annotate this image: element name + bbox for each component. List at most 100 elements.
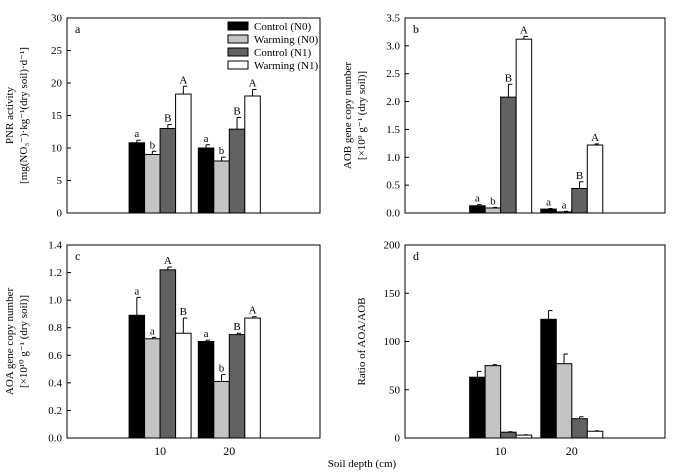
bar xyxy=(228,334,246,439)
bar xyxy=(500,96,517,214)
significance-letter: A xyxy=(591,132,599,144)
significance-letter: B xyxy=(576,170,583,182)
bar xyxy=(159,128,177,214)
y-tick-label: 0.4 xyxy=(48,377,62,389)
y-tick-label: 150 xyxy=(384,288,401,300)
bar xyxy=(175,332,192,439)
y-tick-label: 0.0 xyxy=(386,208,400,220)
bar xyxy=(213,160,230,214)
x-tick-label: 20 xyxy=(566,444,578,458)
y-tick-label: 0.6 xyxy=(48,350,62,362)
bar xyxy=(128,142,146,214)
plot-frame xyxy=(404,244,666,439)
y-axis-label: [mg(NO₃⁻)·kg⁻¹(dry soil)·d⁻¹] xyxy=(18,47,30,184)
bar xyxy=(555,211,573,214)
legend-label: Control (N1) xyxy=(254,47,311,59)
significance-letter: b xyxy=(490,195,496,207)
plot-frame xyxy=(66,244,321,439)
y-tick-label: 0 xyxy=(395,433,401,445)
significance-letter: A xyxy=(179,74,187,86)
y-tick-label: 1.2 xyxy=(48,267,62,279)
legend-swatch xyxy=(227,47,249,57)
legend-swatch xyxy=(227,21,249,31)
panel-label: d xyxy=(413,249,419,263)
legend-swatch xyxy=(227,60,249,70)
legend-label: Warming (N1) xyxy=(254,60,319,72)
bar xyxy=(571,187,588,214)
significance-letter: a xyxy=(150,325,155,337)
bar xyxy=(515,38,533,214)
y-tick-label: 3.5 xyxy=(386,13,400,25)
y-tick-label: 25 xyxy=(51,45,63,57)
bar xyxy=(244,95,261,214)
x-tick-label: 10 xyxy=(495,444,507,458)
y-tick-label: 15 xyxy=(51,110,63,122)
bar xyxy=(555,363,573,439)
significance-letter: B xyxy=(164,113,171,125)
y-axis-label: AOB gene copy number xyxy=(342,62,354,170)
significance-letter: b xyxy=(219,363,225,375)
bar xyxy=(571,418,588,439)
y-tick-label: 0.0 xyxy=(48,433,62,445)
panel-b: 0.0 0.5 1.0 1.5 2.0 2.5 3.0 3.5 b AOB gene copy n… xyxy=(342,13,666,220)
legend-label: Control (N0) xyxy=(254,21,311,33)
panel-a: 0 5 10 15 20 25 30 a PNR activity [mg(NO₃⁻)·kg⁻¹(… xyxy=(4,13,321,220)
y-tick-label: 10 xyxy=(51,143,63,155)
bar xyxy=(159,269,177,439)
legend-label: Warming (N0) xyxy=(254,34,319,46)
y-tick-label: 0 xyxy=(57,208,63,220)
bar xyxy=(144,154,161,214)
bar xyxy=(228,128,246,214)
significance-letter: a xyxy=(134,285,139,297)
x-tick-label: 20 xyxy=(223,444,235,458)
significance-letter: B xyxy=(233,321,240,333)
y-tick-label: 0.2 xyxy=(48,405,62,417)
y-axis-label: Ratio of AOA/AOB xyxy=(356,298,368,386)
y-tick-label: 0.8 xyxy=(48,322,62,334)
bar xyxy=(197,147,215,214)
bar xyxy=(244,317,261,439)
bar xyxy=(500,431,517,439)
y-tick-label: 2.5 xyxy=(386,68,400,80)
chart-panels: 0 5 10 15 20 25 30 a PNR activity [mg(NO₃⁻)·kg⁻¹(… xyxy=(4,13,666,458)
y-tick-label: 1.0 xyxy=(386,152,400,164)
y-tick-label: 100 xyxy=(384,336,401,348)
bar xyxy=(469,205,486,214)
bar xyxy=(484,365,502,439)
panel-d: 0 50 100 150 200 d Ratio of AOA/AOB 10 20 xyxy=(356,240,666,458)
bar xyxy=(540,318,557,439)
significance-letter: a xyxy=(562,199,567,211)
y-tick-label: 1.0 xyxy=(48,295,62,307)
panel-c: 0.0 0.2 0.4 0.6 0.8 1.0 1.2 1.4 c AOA gene copy n… xyxy=(4,240,321,458)
significance-letter: a xyxy=(204,328,209,340)
significance-letter: A xyxy=(164,255,172,267)
bar xyxy=(484,207,502,214)
plot-frame xyxy=(404,17,666,214)
panel-label: a xyxy=(75,22,81,36)
bar xyxy=(128,314,146,439)
bar xyxy=(515,434,533,439)
x-tick-label: 10 xyxy=(154,444,166,458)
legend: Control (N0)Warming (N0)Control (N1)Warm… xyxy=(227,21,319,72)
y-tick-label: 5 xyxy=(57,175,63,187)
legend-swatch xyxy=(227,34,249,44)
y-axis-label: PNR activity xyxy=(4,86,16,144)
panel-label: c xyxy=(75,249,80,263)
significance-letter: b xyxy=(150,139,156,151)
bar xyxy=(586,430,604,439)
y-tick-label: 3.0 xyxy=(386,40,400,52)
y-tick-label: 0.5 xyxy=(386,180,400,192)
x-axis-label: Soil depth (cm) xyxy=(328,458,397,470)
y-axis-label: [×10¹⁰ g⁻¹ (dry soil)] xyxy=(18,295,30,388)
significance-letter: B xyxy=(180,306,187,318)
bar xyxy=(144,338,161,439)
bar xyxy=(540,208,557,214)
significance-letter: A xyxy=(249,78,257,90)
significance-letter: A xyxy=(249,305,257,317)
y-tick-label: 20 xyxy=(51,78,63,90)
y-axis-label: AOA gene copy number xyxy=(4,288,16,396)
panel-label: b xyxy=(413,22,419,36)
significance-letter: a xyxy=(475,193,480,205)
significance-letter: B xyxy=(505,72,512,84)
